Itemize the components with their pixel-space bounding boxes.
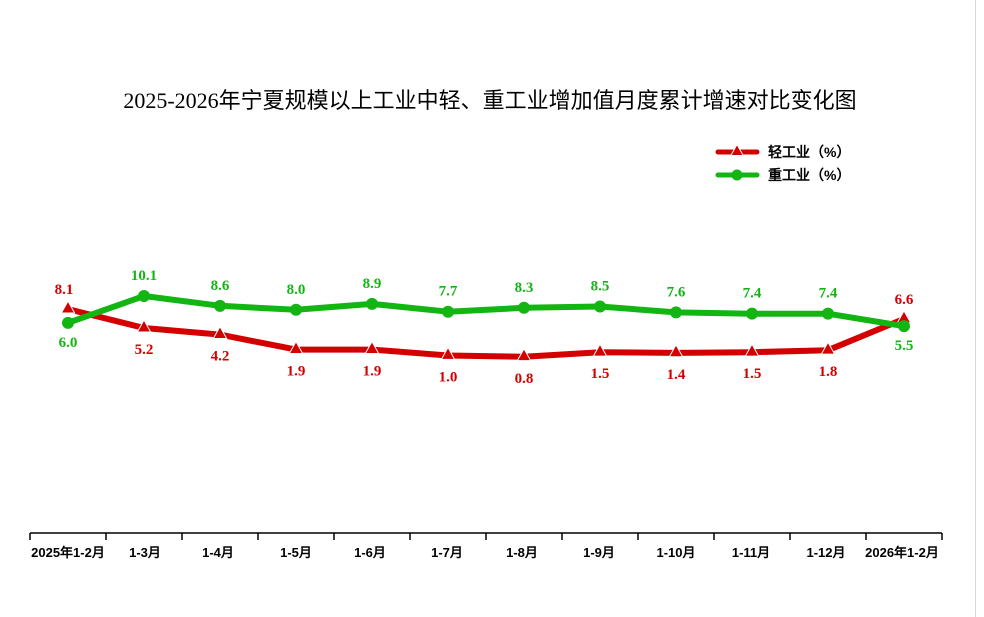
data-label: 7.4 bbox=[819, 286, 838, 302]
legend-label: 轻工业（%） bbox=[768, 144, 850, 160]
x-tick-label: 1-12月 bbox=[806, 545, 845, 560]
data-point-circle bbox=[746, 307, 758, 320]
data-label: 1.9 bbox=[287, 364, 306, 380]
data-point-circle bbox=[518, 301, 530, 314]
legend-item: 轻工业（%） bbox=[715, 143, 850, 160]
series-line-heavy-industry bbox=[65, 293, 907, 330]
legend-item: 重工业（%） bbox=[715, 167, 850, 183]
data-point-circle bbox=[670, 306, 682, 319]
data-point-circle bbox=[822, 307, 834, 320]
data-point-circle bbox=[138, 290, 150, 303]
data-point-circle bbox=[290, 303, 302, 316]
data-label: 8.9 bbox=[363, 276, 382, 292]
chart-frame-edge bbox=[975, 0, 976, 617]
data-label: 7.7 bbox=[439, 284, 458, 300]
x-tick-label: 1-8月 bbox=[506, 545, 538, 560]
data-label: 10.1 bbox=[131, 268, 157, 284]
legend-label: 重工业（%） bbox=[768, 167, 850, 183]
data-point-triangle bbox=[592, 343, 608, 357]
x-tick-label: 1-9月 bbox=[583, 545, 615, 560]
data-point-triangle bbox=[440, 346, 456, 360]
legend-swatch-marker bbox=[729, 143, 745, 157]
data-label: 7.6 bbox=[667, 284, 686, 300]
data-point-triangle bbox=[516, 347, 532, 362]
data-point-triangle bbox=[288, 340, 304, 354]
series-layer bbox=[60, 290, 912, 362]
data-label: 8.3 bbox=[515, 280, 534, 296]
x-tick-label: 1-5月 bbox=[280, 545, 312, 560]
data-label: 1.8 bbox=[819, 364, 838, 380]
data-label: 0.8 bbox=[515, 371, 534, 387]
x-tick-label: 1-4月 bbox=[202, 545, 234, 560]
data-label: 4.2 bbox=[211, 349, 230, 365]
data-label: 1.5 bbox=[743, 366, 762, 382]
data-point-triangle bbox=[364, 340, 380, 354]
chart-title: 2025-2026年宁夏规模以上工业中轻、重工业增加值月度累计增速对比变化图 bbox=[123, 88, 856, 113]
data-label: 6.0 bbox=[59, 335, 78, 351]
data-point-circle bbox=[214, 299, 226, 312]
data-label: 5.2 bbox=[135, 342, 154, 358]
data-label: 1.9 bbox=[363, 364, 382, 380]
x-tick-label: 2025年1-2月 bbox=[31, 545, 105, 560]
data-point-circle bbox=[62, 316, 74, 329]
x-tick-label: 1-10月 bbox=[656, 545, 695, 560]
data-point-triangle bbox=[60, 300, 76, 314]
data-point-triangle bbox=[668, 343, 684, 358]
data-point-triangle bbox=[212, 325, 228, 339]
legend-swatch-marker bbox=[731, 169, 743, 181]
data-label: 8.5 bbox=[591, 278, 610, 294]
data-label: 1.5 bbox=[591, 366, 610, 382]
data-label: 8.0 bbox=[287, 282, 306, 298]
data-label: 1.4 bbox=[667, 367, 686, 383]
legend: 轻工业（%） 重工业（%） bbox=[715, 143, 850, 183]
data-point-circle bbox=[594, 300, 606, 313]
data-label: 7.4 bbox=[743, 286, 762, 302]
data-point-circle bbox=[366, 297, 378, 310]
data-point-circle bbox=[442, 305, 454, 318]
data-labels-layer: 8.1 5.2 4.2 1.9 1.9 1.0 0.8 1.5 1.4 1.5 1.8 6.6 6.0 1… bbox=[55, 268, 914, 387]
data-point-triangle bbox=[136, 319, 152, 333]
x-tick-label: 1-3月 bbox=[129, 545, 161, 560]
data-point-circle bbox=[898, 320, 910, 333]
data-label: 5.5 bbox=[895, 338, 914, 354]
data-label: 6.6 bbox=[895, 292, 914, 308]
x-tick-label: 1-11月 bbox=[732, 545, 770, 560]
data-point-triangle bbox=[820, 341, 836, 355]
x-tick-label: 2026年1-2月 bbox=[865, 545, 939, 560]
data-label: 8.6 bbox=[211, 278, 230, 294]
data-label: 1.0 bbox=[439, 369, 458, 385]
data-point-triangle bbox=[744, 343, 760, 357]
series-line-light-industry bbox=[65, 306, 907, 360]
data-label: 8.1 bbox=[55, 282, 74, 298]
x-tick-label: 1-7月 bbox=[431, 545, 463, 560]
x-tick-label: 1-6月 bbox=[354, 545, 386, 560]
x-axis: 2025年1-2月 1-3月 1-4月 1-5月 1-6月 1-7月 1-8月 1-9月 1-1… bbox=[29, 532, 943, 560]
